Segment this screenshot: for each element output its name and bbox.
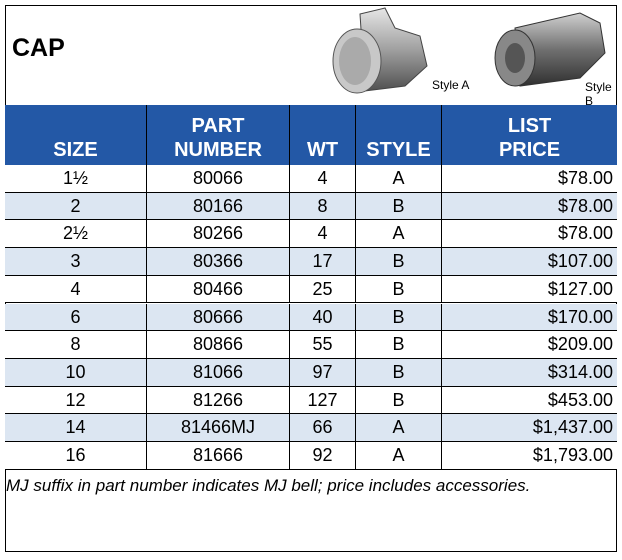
- column-header: SIZE: [5, 105, 147, 165]
- table-cell: 55: [290, 331, 356, 359]
- table-cell: 66: [290, 414, 356, 442]
- header-line: LIST: [507, 115, 552, 137]
- table-cell: 81266: [147, 386, 290, 415]
- table-cell: A: [356, 165, 442, 193]
- table-cell: B: [356, 248, 442, 276]
- header-line: SIZE: [53, 139, 98, 161]
- table-cell: 10: [5, 358, 147, 387]
- table-cell: 80266: [147, 220, 290, 249]
- table-cell: B: [356, 331, 442, 359]
- table-cell: 40: [290, 303, 356, 332]
- table-cell: 12: [5, 386, 147, 415]
- table-cell: $1,437.00: [442, 414, 617, 442]
- table-cell: 92: [290, 442, 356, 470]
- column-header: STYLE: [356, 105, 442, 165]
- table-cell: $78.00: [442, 165, 617, 193]
- table-cell: 80366: [147, 248, 290, 276]
- table-cell: 97: [290, 358, 356, 387]
- table-cell: B: [356, 192, 442, 221]
- table-cell: 80066: [147, 165, 290, 193]
- table-cell: 17: [290, 248, 356, 276]
- table-cell: 4: [290, 220, 356, 249]
- table-cell: A: [356, 442, 442, 470]
- table-cell: 80866: [147, 331, 290, 359]
- table-cell: 2½: [5, 220, 147, 249]
- style-a-image: [332, 7, 428, 94]
- table-cell: B: [356, 386, 442, 415]
- table-cell: 8: [5, 331, 147, 359]
- table-cell: B: [356, 358, 442, 387]
- table-cell: 81466MJ: [147, 414, 290, 442]
- table-cell: $1,793.00: [442, 442, 617, 470]
- column-header: WT: [290, 105, 356, 165]
- table-cell: A: [356, 414, 442, 442]
- table-cell: $107.00: [442, 248, 617, 276]
- table-cell: 81666: [147, 442, 290, 470]
- title: CAP: [12, 34, 65, 62]
- style-a-label: Style A: [432, 78, 470, 92]
- table-cell: 8: [290, 192, 356, 221]
- table-cell: 81066: [147, 358, 290, 387]
- style-b-image: [494, 12, 606, 87]
- table-cell: $170.00: [442, 303, 617, 332]
- table-cell: 6: [5, 303, 147, 332]
- table-cell: 80166: [147, 192, 290, 221]
- table-cell: 25: [290, 275, 356, 304]
- table-cell: $127.00: [442, 275, 617, 304]
- table-cell: B: [356, 275, 442, 304]
- table-cell: $78.00: [442, 192, 617, 221]
- header-line: NUMBER: [174, 139, 262, 161]
- table-cell: $453.00: [442, 386, 617, 415]
- table-cell: A: [356, 220, 442, 249]
- table-cell: 3: [5, 248, 147, 276]
- style-b-label: Style B: [585, 80, 612, 108]
- footnote: MJ suffix in part number indicates MJ be…: [6, 476, 531, 495]
- table-cell: $78.00: [442, 220, 617, 249]
- table-cell: 80466: [147, 275, 290, 304]
- table-cell: 4: [290, 165, 356, 193]
- header-line: WT: [306, 139, 339, 161]
- table-cell: 4: [5, 275, 147, 304]
- table-cell: 14: [5, 414, 147, 442]
- table-cell: 16: [5, 442, 147, 470]
- header-line: PART: [191, 115, 245, 137]
- header-line: PRICE: [498, 139, 561, 161]
- column-header: PART NUMBER: [147, 105, 290, 165]
- column-header: LIST PRICE: [442, 105, 617, 165]
- table-cell: 1½: [5, 165, 147, 193]
- table-cell: 2: [5, 192, 147, 221]
- table-cell: $209.00: [442, 331, 617, 359]
- table-cell: $314.00: [442, 358, 617, 387]
- table-cell: 80666: [147, 303, 290, 332]
- table-cell: 127: [290, 386, 356, 415]
- table-cell: B: [356, 303, 442, 332]
- header-line: STYLE: [366, 139, 431, 161]
